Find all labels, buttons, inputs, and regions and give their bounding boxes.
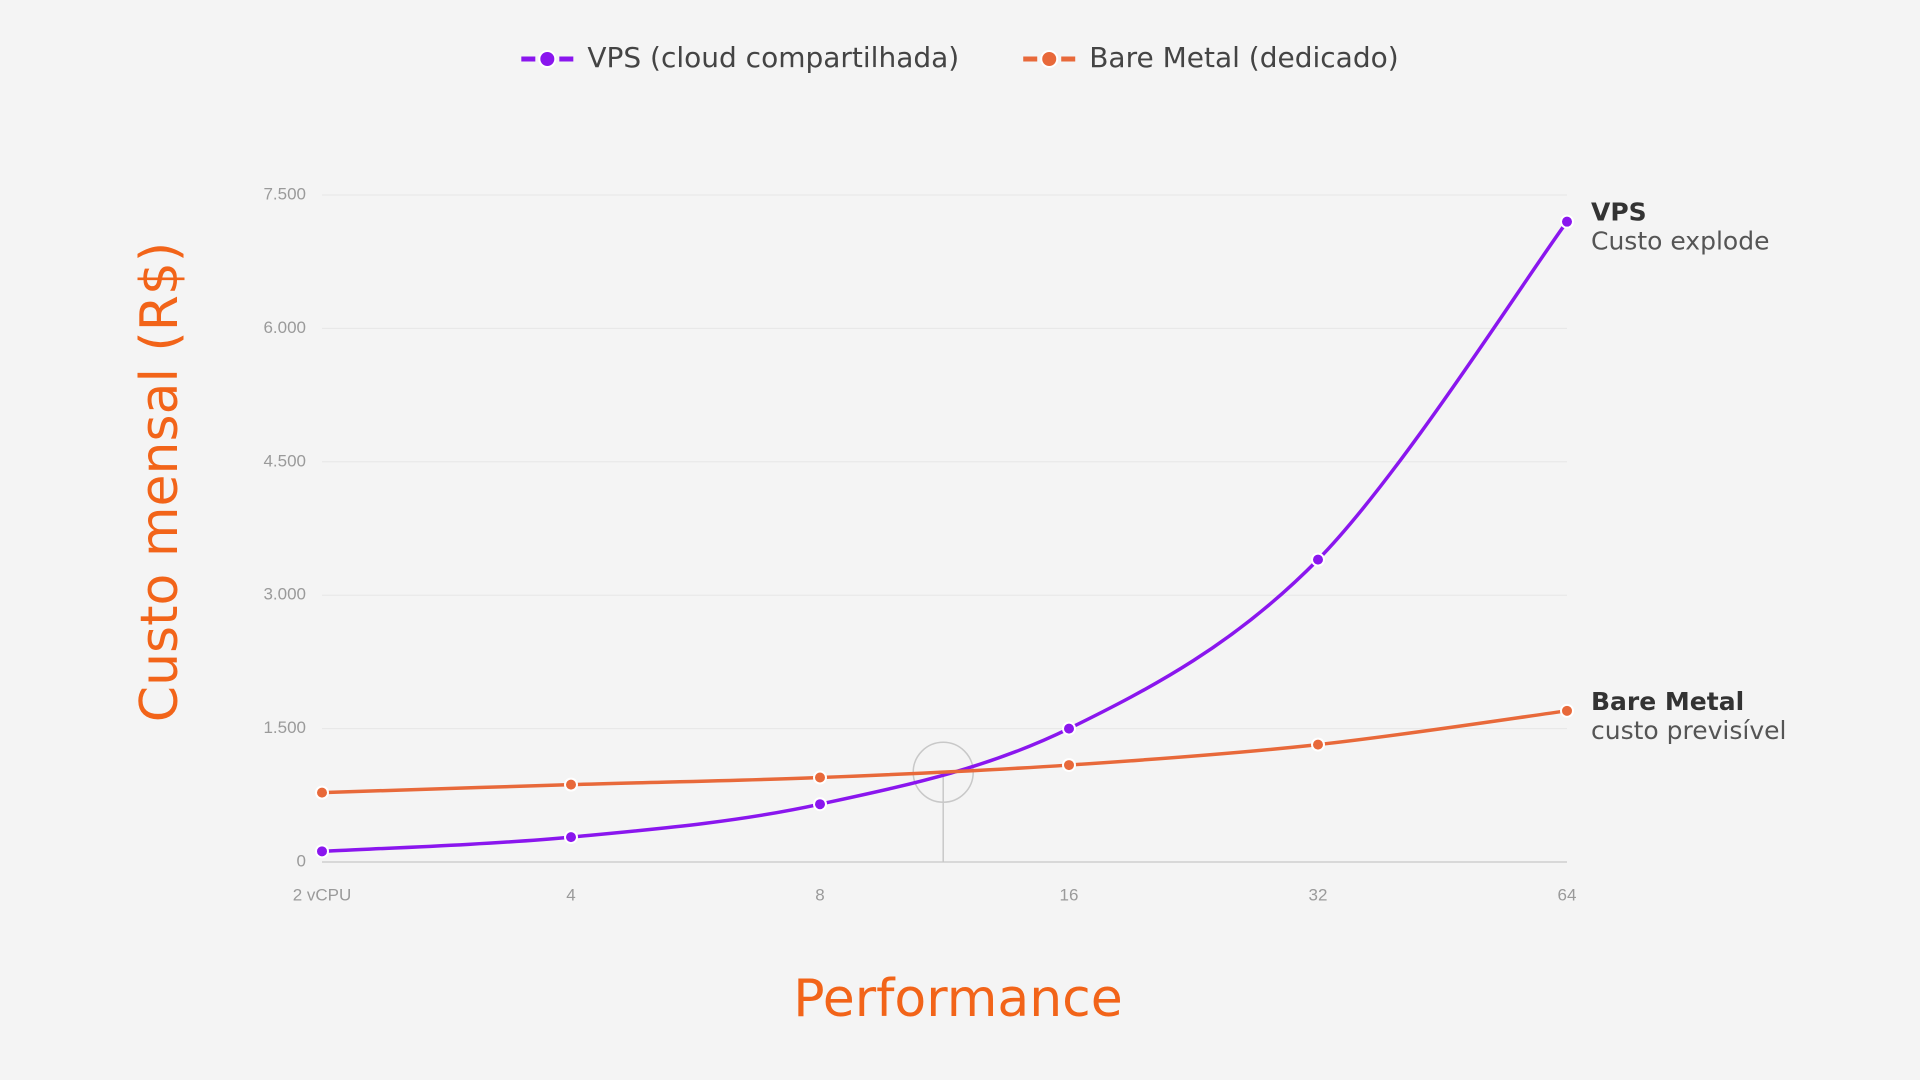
annotation-text: Custo explode xyxy=(1591,227,1769,256)
data-point xyxy=(1560,214,1574,229)
data-point xyxy=(1062,758,1076,773)
data-point xyxy=(564,830,578,845)
data-point xyxy=(1062,721,1076,736)
y-tick-label: 6.000 xyxy=(263,318,306,337)
data-point xyxy=(564,777,578,792)
y-axis-title: Custo mensal (R$) xyxy=(130,242,190,722)
y-tick-label: 1.500 xyxy=(263,718,306,737)
data-point xyxy=(813,797,827,812)
data-point xyxy=(315,785,329,800)
data-point xyxy=(1311,737,1325,752)
legend-marker xyxy=(538,50,557,68)
legend-label: Bare Metal (dedicado) xyxy=(1089,41,1398,74)
x-tick-label: 16 xyxy=(1060,885,1079,904)
legend-label: VPS (cloud compartilhada) xyxy=(587,41,959,74)
y-tick-label: 7.500 xyxy=(263,184,306,203)
legend-marker xyxy=(1040,50,1059,68)
y-tick-label: 3.000 xyxy=(263,585,306,604)
x-tick-label: 32 xyxy=(1309,885,1328,904)
annotation-text: custo previsível xyxy=(1591,716,1786,745)
data-point xyxy=(315,844,329,859)
x-tick-label: 64 xyxy=(1558,885,1577,904)
data-point xyxy=(813,770,827,785)
x-tick-label: 4 xyxy=(566,885,575,904)
y-tick-label: 0 xyxy=(297,851,306,870)
y-tick-label: 4.500 xyxy=(263,451,306,470)
x-tick-label: 2 vCPU xyxy=(293,885,352,904)
annotation-title: VPS xyxy=(1591,198,1647,227)
data-point xyxy=(1560,703,1574,718)
series-line xyxy=(321,220,1569,854)
x-tick-label: 8 xyxy=(815,885,824,904)
annotation-title: Bare Metal xyxy=(1591,687,1744,716)
x-axis-title: Performance xyxy=(793,969,1123,1029)
data-point xyxy=(1311,552,1325,567)
series-line xyxy=(321,709,1568,795)
